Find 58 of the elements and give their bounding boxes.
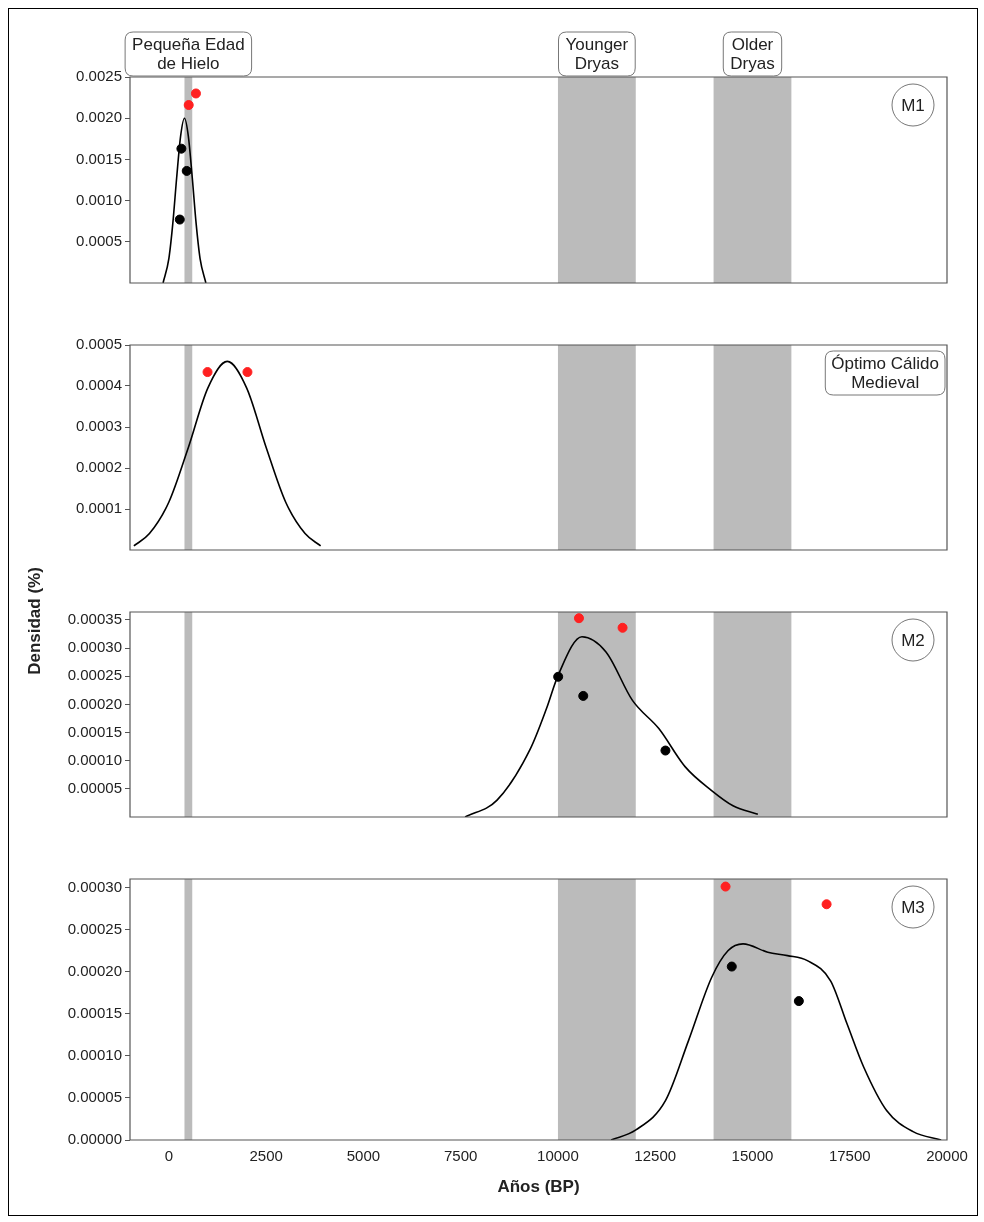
- annotation: M2: [901, 630, 925, 650]
- point: [720, 881, 731, 892]
- y-tick-label: 0.0025: [76, 67, 122, 85]
- point: [660, 745, 671, 756]
- x-tick-label: 12500: [634, 1147, 677, 1165]
- annotation: Óptimo Cálido Medieval: [831, 353, 939, 392]
- y-tick-label: 0.00015: [67, 1003, 122, 1021]
- line-series: [162, 117, 207, 283]
- y-tick-label: 0.00030: [67, 638, 122, 656]
- point: [726, 961, 737, 972]
- point: [793, 996, 804, 1007]
- y-tick-label: 0.0001: [76, 499, 122, 517]
- y-tick-label: 0.00025: [67, 919, 122, 937]
- x-tick-label: 17500: [828, 1147, 871, 1165]
- point: [181, 165, 192, 176]
- y-tick-label: 0.0005: [76, 335, 122, 353]
- point: [578, 690, 589, 701]
- y-tick-label: 0.00015: [67, 722, 122, 740]
- y-tick-label: 0.00020: [67, 961, 122, 979]
- y-tick-label: 0.0010: [76, 190, 122, 208]
- y-tick-label: 0.0003: [76, 417, 122, 435]
- x-axis-title: Años (BP): [497, 1177, 580, 1197]
- y-tick-label: 0.00025: [67, 666, 122, 684]
- y-tick-label: 0.0015: [76, 149, 122, 167]
- annotation: M1: [901, 95, 925, 115]
- x-tick-label: 7500: [444, 1147, 478, 1165]
- point: [183, 100, 194, 111]
- x-tick-label: 15000: [731, 1147, 774, 1165]
- y-tick-label: 0.0004: [76, 376, 122, 394]
- band-label: Older Dryas: [730, 34, 775, 73]
- y-tick-label: 0.0020: [76, 108, 122, 126]
- line-series: [464, 635, 759, 817]
- y-tick-label: 0.0002: [76, 458, 122, 476]
- x-tick-label: 0: [164, 1147, 174, 1165]
- point: [190, 88, 201, 99]
- annotation: M3: [901, 897, 925, 917]
- y-tick-label: 0.00000: [67, 1130, 122, 1148]
- point: [174, 214, 185, 225]
- x-tick-label: 5000: [346, 1147, 381, 1165]
- y-tick-label: 0.0005: [76, 231, 122, 249]
- point: [617, 622, 628, 633]
- line-series: [610, 943, 942, 1140]
- y-tick-label: 0.00010: [67, 750, 122, 768]
- y-tick-label: 0.00005: [67, 1088, 122, 1106]
- band-label: Pequeña Edad de Hielo: [132, 34, 245, 73]
- y-tick-label: 0.00020: [67, 694, 122, 712]
- y-tick-label: 0.00035: [67, 610, 122, 628]
- y-tick-label: 0.00005: [67, 778, 122, 796]
- x-tick-label: 10000: [537, 1147, 579, 1165]
- x-tick-label: 20000: [926, 1147, 968, 1165]
- y-tick-label: 0.00030: [67, 877, 122, 895]
- y-tick-label: 0.00010: [67, 1045, 122, 1063]
- band-label: Younger Dryas: [565, 34, 629, 73]
- point: [821, 899, 832, 910]
- point: [573, 613, 584, 624]
- x-tick-label: 2500: [249, 1147, 283, 1165]
- line-series: [133, 360, 322, 547]
- y-axis-title: Densidad (%): [25, 567, 45, 675]
